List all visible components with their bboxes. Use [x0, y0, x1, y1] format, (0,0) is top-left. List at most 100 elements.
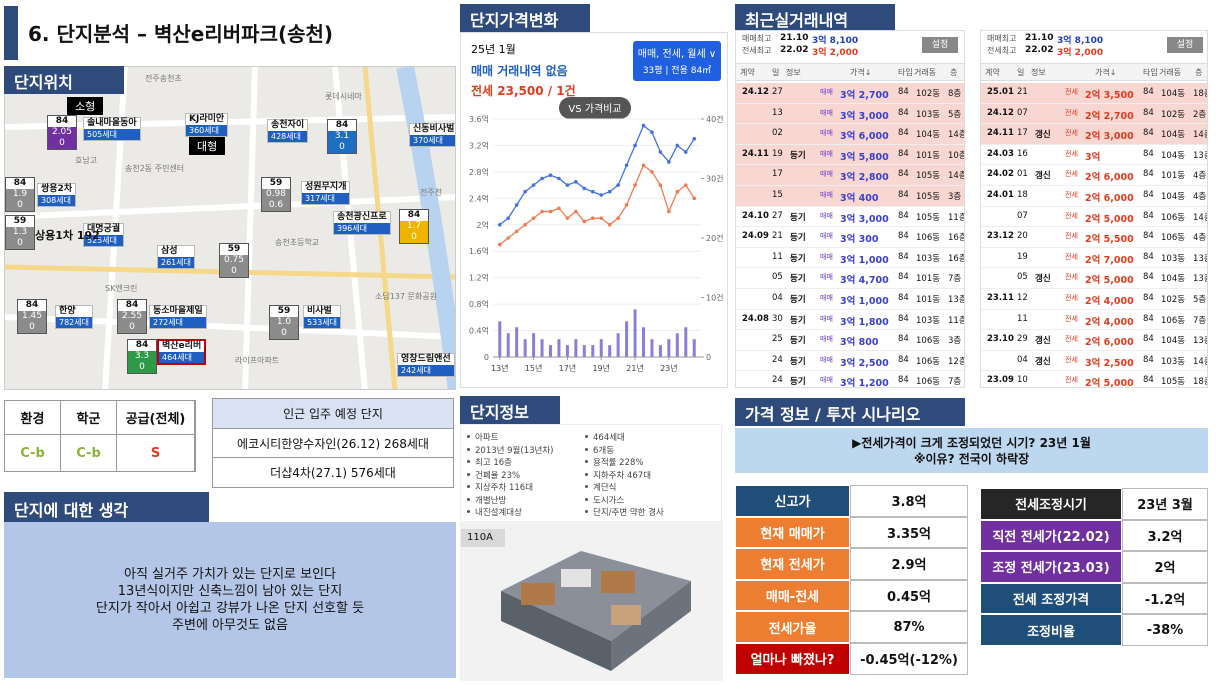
tx-kind: 전세 [1065, 211, 1078, 220]
tx-type: 84 [1143, 87, 1154, 97]
summary-price: 3억 8,100 [812, 36, 859, 46]
upcoming-header: 인근 입주 예정 단지 [213, 399, 453, 429]
volume-bar [625, 321, 629, 357]
tx-price: 3억 3,000 [840, 213, 889, 225]
price-point [633, 183, 637, 187]
tx-price: 2억 3,500 [1085, 90, 1134, 101]
tx-price: 2억 4,000 [1085, 296, 1134, 307]
y2-tick-label: 20건 [706, 233, 724, 243]
filter: 매매, 전세, 월세 ∨ [638, 48, 716, 60]
tx-price: 3억 2,700 [840, 90, 889, 101]
summary-price: 3억 2,000 [1057, 48, 1104, 58]
tx-type: 84 [898, 210, 909, 221]
section-heading: 단지위치 [4, 66, 124, 94]
column-header: 가격↓ [850, 68, 872, 77]
transaction-row: 24.12 07 전세 2억 2,700 84 102동 2층 [981, 103, 1207, 125]
tx-day: 20 [1017, 231, 1028, 242]
tx-price: 3억 3,000 [840, 110, 889, 122]
tx-floor: 2층 [1193, 109, 1207, 120]
info-item: 464세대 [593, 433, 625, 443]
tx-kind: 매매 [820, 314, 833, 323]
map-badge: 84 2.05 0 [47, 115, 77, 150]
transaction-row: 07 전세 2억 5,000 84 106동 14층 [981, 206, 1207, 228]
info-item: 개별난방 [475, 495, 507, 506]
map-label-name: 신동비사벌 [413, 124, 455, 134]
scenario-banner: ▶전세가격이 크게 조정되었던 시기? 23년 1월 ※이유? 전국이 하락장 [735, 428, 1208, 473]
scenario-label: 매매-전세 [735, 579, 850, 612]
badge-size: 84 [48, 116, 76, 127]
tx-type: 84 [1143, 107, 1154, 118]
score-header: 환경 [5, 401, 61, 435]
tx-floor: 5층 [1193, 295, 1207, 305]
info-item: 도시가스 [593, 495, 625, 506]
x-tick-label: 23년 [660, 363, 678, 373]
tx-kind: 매매 [820, 170, 833, 179]
title-bar [4, 6, 18, 60]
map-badge: 59 1.0 0 [269, 305, 299, 340]
badge-gap: 0 [6, 200, 34, 211]
tx-kind: 매매 [820, 88, 833, 96]
scenario-table: 전세조정시기 23년 3월 직전 전세가(22.02) 3.2억 조정 전세가(23.0… [980, 488, 1208, 646]
tx-floor: 7층 [948, 377, 962, 388]
map-label-units: 272세대 [150, 317, 206, 328]
scenario-label: 현재 전세가 [735, 548, 850, 580]
price-point [607, 222, 612, 227]
info-item: 단지/주변 약한 경사 [593, 508, 664, 518]
price-point [650, 130, 654, 135]
column-header-bg [736, 63, 964, 81]
scenario-value: 2.9억 [850, 548, 968, 580]
price-point [658, 183, 663, 187]
info-panel: 110A 아파트 464세대 2013년 9월(13년차) 6개동 최고 16층 용적률 … [460, 424, 723, 681]
tx-type: 84 [898, 272, 909, 283]
y-tick-label: 2.8억 [469, 167, 489, 177]
tx-floor: 7층 [948, 274, 962, 285]
map-label: 송천광신프로 396세대 [333, 211, 391, 235]
tx-contract: 24.08 [742, 313, 769, 324]
map-label-extra: 상용1차 192 [35, 229, 100, 242]
volume-bar [667, 339, 671, 357]
scenario-reason: ※이유? 전국이 하락장 [913, 452, 1030, 466]
tx-kind: 매매 [820, 211, 833, 220]
price-point [574, 180, 578, 184]
map-place: 롯데시네마 [325, 92, 362, 101]
tx-dong: 104동 [1161, 130, 1186, 141]
tx-floor: 14층 [948, 171, 965, 182]
tx-info: 등기 [790, 233, 806, 244]
tx-price: 2억 6,000 [1085, 172, 1134, 184]
volume-bar [591, 345, 595, 357]
badge-size: 59 [270, 306, 298, 317]
tx-day: 27 [772, 210, 783, 221]
tx-kind: 매매 [820, 376, 833, 385]
tx-day: 30 [772, 313, 783, 324]
x-tick-label: 17년 [559, 363, 577, 373]
map-label: 성원무지개 317세대 [301, 181, 351, 205]
map-label-units: 308세대 [38, 195, 76, 206]
bullet [467, 435, 470, 438]
map-place: 라이프아파트 [235, 356, 280, 365]
map-label: KJ라미안 360세대 [185, 113, 229, 137]
volume-bar [532, 333, 536, 357]
price-point [658, 150, 663, 154]
upcoming-table: 인근 입주 예정 단지 에코시티한양수자인(26.12) 268세대 더샵4차(27… [212, 398, 454, 488]
tx-kind: 전세 [1065, 88, 1078, 96]
tx-floor: 18층 [1193, 377, 1207, 388]
tx-day: 07 [1017, 107, 1028, 118]
tx-day: 11 [1017, 313, 1028, 324]
tx-type: 84 [1143, 148, 1154, 159]
volume-bar [650, 339, 654, 357]
summary-date: 22.02 [1025, 45, 1054, 55]
tx-kind: 매매 [820, 129, 833, 138]
filter-box [633, 41, 721, 81]
map-label: 신동비사벌 370세대 [409, 123, 455, 147]
map-label-units: 782세대 [56, 317, 92, 328]
price-point [667, 209, 671, 214]
tx-kind: 전세 [1065, 191, 1078, 199]
tx-dong: 106동 [1161, 233, 1186, 244]
map-label-name: 송천광신프로 [337, 212, 387, 222]
tx-floor: 18층 [1193, 89, 1207, 99]
tx-info: 등기 [790, 253, 806, 264]
transaction-row: 04 갱신 전세 3억 2,500 84 103동 14층 [981, 350, 1207, 372]
map-badge: 84 1.9 0 [5, 177, 35, 212]
badge-size: 59 [262, 178, 290, 189]
